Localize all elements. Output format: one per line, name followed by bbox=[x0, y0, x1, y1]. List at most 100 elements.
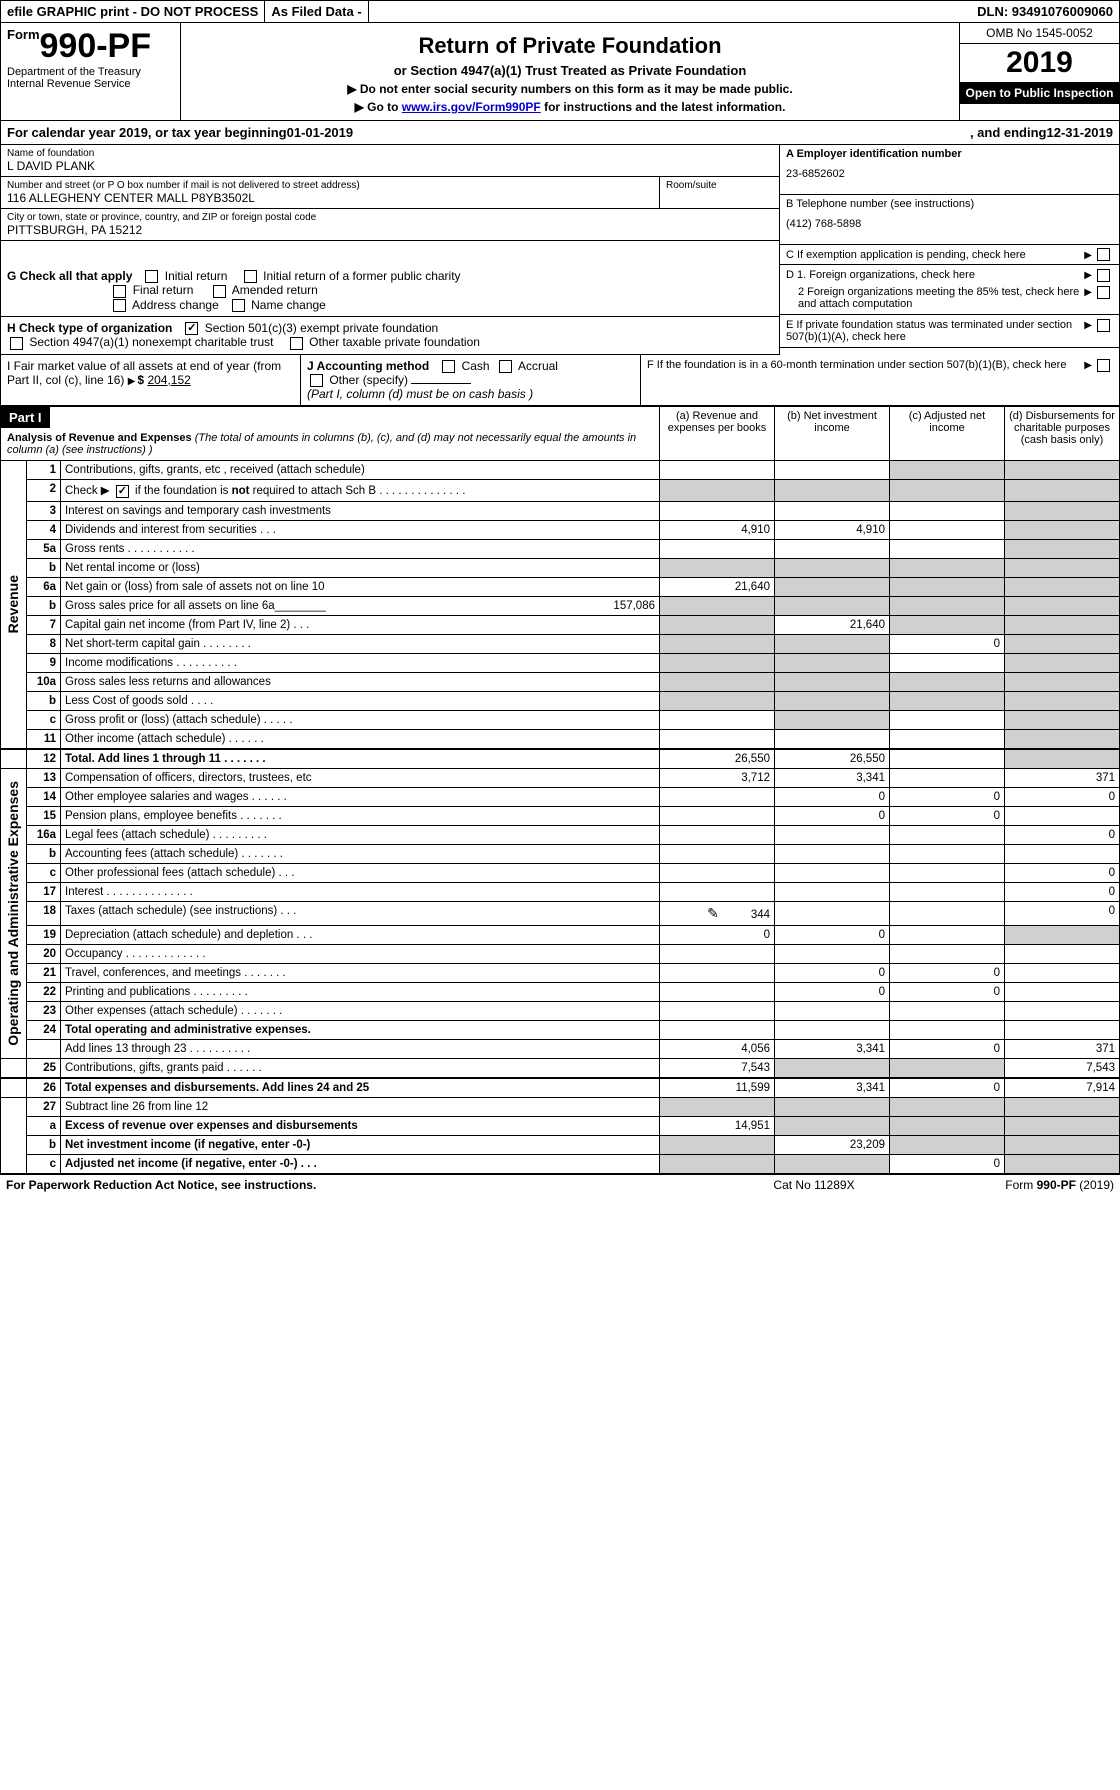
row-num: 22 bbox=[27, 982, 61, 1001]
h-4947-checkbox[interactable] bbox=[10, 337, 23, 350]
expense-side-label: Operating and Administrative Expenses bbox=[5, 781, 21, 1046]
revenue-side-label: Revenue bbox=[5, 575, 21, 633]
row-num: b bbox=[27, 558, 61, 577]
section-g-d: G Check all that apply Initial return In… bbox=[0, 265, 1120, 355]
note-2: ▶ Go to www.irs.gov/Form990PF for instru… bbox=[191, 100, 949, 114]
exemption-box: C If exemption application is pending, c… bbox=[780, 245, 1119, 265]
form-page: efile GRAPHIC print - DO NOT PROCESS As … bbox=[0, 0, 1120, 1195]
row-num: 21 bbox=[27, 963, 61, 982]
col-d-header: (d) Disbursements for charitable purpose… bbox=[1005, 407, 1120, 461]
row-desc: Dividends and interest from securities .… bbox=[61, 520, 660, 539]
g-former-checkbox[interactable] bbox=[244, 270, 257, 283]
g-amended-checkbox[interactable] bbox=[213, 285, 226, 298]
g-o1: Initial return bbox=[165, 269, 228, 283]
g-o5: Address change bbox=[132, 298, 219, 312]
part1-title: Analysis of Revenue and Expenses bbox=[7, 432, 192, 444]
row-desc: Total expenses and disbursements. Add li… bbox=[61, 1078, 660, 1098]
row-num: 24 bbox=[27, 1020, 61, 1039]
note2-post: for instructions and the latest informat… bbox=[541, 100, 786, 114]
amt: 0 bbox=[890, 963, 1005, 982]
row-num: 2 bbox=[27, 480, 61, 501]
r6b-text: Gross sales price for all assets on line… bbox=[65, 600, 326, 612]
row-desc: Other expenses (attach schedule) . . . .… bbox=[61, 1001, 660, 1020]
d2-checkbox[interactable] bbox=[1097, 286, 1110, 299]
section-i: I Fair market value of all assets at end… bbox=[1, 355, 301, 406]
calendar-year-line: For calendar year 2019, or tax year begi… bbox=[0, 121, 1120, 145]
city: PITTSBURGH, PA 15212 bbox=[7, 223, 773, 237]
identification-section: Name of foundation L DAVID PLANK Number … bbox=[0, 145, 1120, 265]
j-accrual-checkbox[interactable] bbox=[499, 360, 512, 373]
f-label: F If the foundation is in a 60-month ter… bbox=[647, 359, 1084, 402]
phone-label: B Telephone number (see instructions) bbox=[786, 198, 1113, 210]
pencil-icon: ✎ bbox=[707, 905, 719, 921]
row-desc: Travel, conferences, and meetings . . . … bbox=[61, 963, 660, 982]
amt: 4,910 bbox=[775, 520, 890, 539]
d1-checkbox[interactable] bbox=[1097, 269, 1110, 282]
address-box: Number and street (or P O box number if … bbox=[1, 177, 779, 209]
irs-label: Internal Revenue Service bbox=[7, 78, 174, 90]
section-j: J Accounting method Cash Accrual Other (… bbox=[301, 355, 641, 406]
row-desc: Total operating and administrative expen… bbox=[61, 1020, 660, 1039]
g-initial-checkbox[interactable] bbox=[145, 270, 158, 283]
row-desc: Pension plans, employee benefits . . . .… bbox=[61, 806, 660, 825]
arrow-icon bbox=[128, 373, 138, 387]
header-left: Form990-PF Department of the Treasury In… bbox=[1, 23, 181, 120]
open-inspection: Open to Public Inspection bbox=[960, 82, 1119, 104]
amt: 0 bbox=[890, 634, 1005, 653]
row-num: c bbox=[27, 710, 61, 729]
h-501c3-checkbox[interactable] bbox=[185, 322, 198, 335]
amt: 0 bbox=[890, 1154, 1005, 1173]
amt: 23,209 bbox=[775, 1135, 890, 1154]
amt: 3,341 bbox=[775, 1078, 890, 1098]
arrow-icon bbox=[1084, 359, 1094, 402]
dept-label: Department of the Treasury bbox=[7, 66, 174, 78]
footer-center: Cat No 11289X bbox=[714, 1178, 914, 1192]
section-f: F If the foundation is in a 60-month ter… bbox=[641, 355, 1119, 406]
f-checkbox[interactable] bbox=[1097, 359, 1110, 372]
e-checkbox[interactable] bbox=[1097, 319, 1110, 332]
part1-tag: Part I bbox=[1, 407, 50, 428]
j-other-checkbox[interactable] bbox=[310, 374, 323, 387]
phone-box: B Telephone number (see instructions) (4… bbox=[780, 195, 1119, 245]
amt: 371 bbox=[1005, 1039, 1120, 1058]
h-o2: Section 4947(a)(1) nonexempt charitable … bbox=[29, 335, 273, 349]
row-desc: Net investment income (if negative, ente… bbox=[61, 1135, 660, 1154]
g-o3: Final return bbox=[133, 283, 194, 297]
row-num: 11 bbox=[27, 729, 61, 749]
amt: 0 bbox=[1005, 901, 1120, 925]
row-desc: Excess of revenue over expenses and disb… bbox=[61, 1116, 660, 1135]
row-num: b bbox=[27, 844, 61, 863]
g-o6: Name change bbox=[251, 298, 326, 312]
amt: 3,712 bbox=[660, 768, 775, 787]
footer-left: For Paperwork Reduction Act Notice, see … bbox=[6, 1178, 714, 1192]
h-other-checkbox[interactable] bbox=[290, 337, 303, 350]
city-label: City or town, state or province, country… bbox=[7, 212, 773, 223]
g-final-checkbox[interactable] bbox=[113, 285, 126, 298]
amt: 0 bbox=[890, 806, 1005, 825]
section-ijf: I Fair market value of all assets at end… bbox=[0, 355, 1120, 407]
e-label: E If private foundation status was termi… bbox=[786, 319, 1084, 343]
j-cash-checkbox[interactable] bbox=[442, 360, 455, 373]
form-subtitle: or Section 4947(a)(1) Trust Treated as P… bbox=[191, 63, 949, 78]
col-a-header: (a) Revenue and expenses per books bbox=[660, 407, 775, 461]
g-name-checkbox[interactable] bbox=[232, 299, 245, 312]
schb-checkbox[interactable] bbox=[116, 485, 129, 498]
amt: 4,056 bbox=[660, 1039, 775, 1058]
g-o2: Initial return of a former public charit… bbox=[263, 269, 460, 283]
row-num: 15 bbox=[27, 806, 61, 825]
topbar: efile GRAPHIC print - DO NOT PROCESS As … bbox=[0, 0, 1120, 23]
foundation-name-box: Name of foundation L DAVID PLANK bbox=[1, 145, 779, 177]
irs-link[interactable]: www.irs.gov/Form990PF bbox=[402, 100, 541, 114]
amt: 0 bbox=[1005, 882, 1120, 901]
room-label: Room/suite bbox=[666, 180, 773, 191]
d1-label: D 1. Foreign organizations, check here bbox=[786, 269, 1084, 282]
c-checkbox[interactable] bbox=[1097, 248, 1110, 261]
i-label: I Fair market value of all assets at end… bbox=[7, 359, 281, 387]
amt: 0 bbox=[1005, 787, 1120, 806]
row-num: 9 bbox=[27, 653, 61, 672]
g-address-checkbox[interactable] bbox=[113, 299, 126, 312]
section-g: G Check all that apply Initial return In… bbox=[1, 265, 779, 317]
row-num: 20 bbox=[27, 944, 61, 963]
amt: 0 bbox=[890, 1039, 1005, 1058]
arrow-icon bbox=[1084, 286, 1094, 310]
